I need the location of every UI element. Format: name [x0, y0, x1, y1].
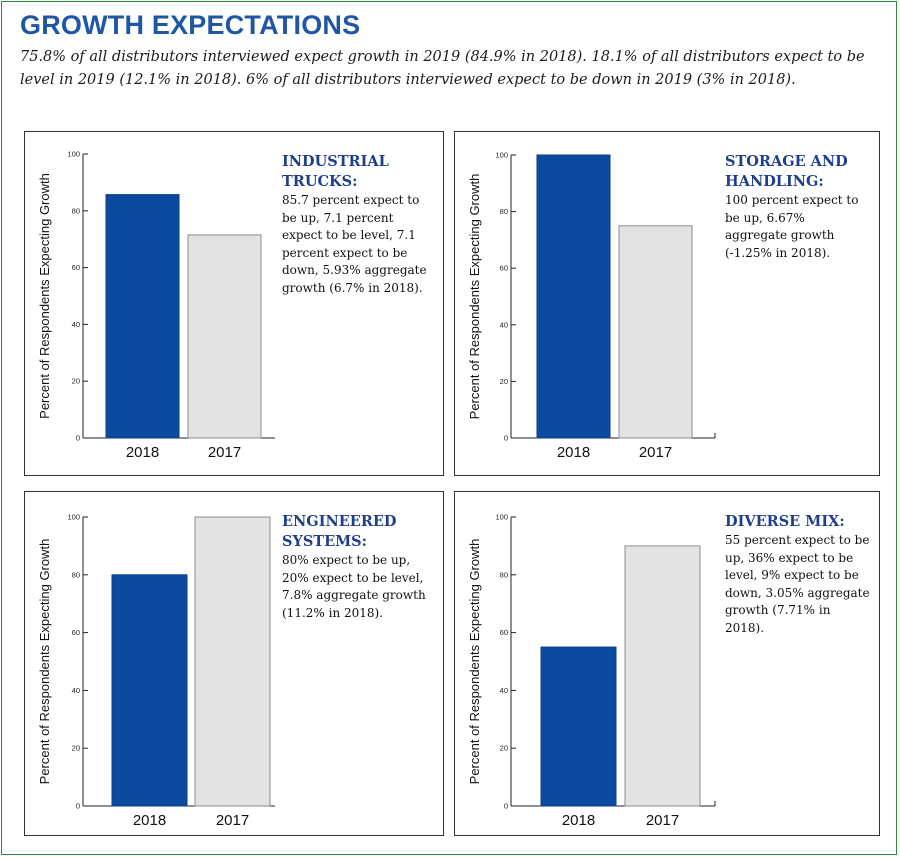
y-tick-label: 0: [504, 802, 508, 811]
panel-heading: ENGINEERED SYSTEMS:: [282, 513, 397, 550]
page-title: GROWTH EXPECTATIONS: [20, 10, 361, 40]
y-tick-label: 100: [495, 513, 508, 522]
x-category-label: 2018: [133, 812, 166, 829]
y-tick-label: 0: [76, 802, 80, 811]
chart-panel-diverse-mix: 0 20 40 60 80 100 Percent of Respondents Expec…: [454, 491, 880, 836]
y-tick-label: 20: [500, 744, 508, 753]
y-tick-label: 40: [72, 320, 80, 329]
y-tick-label: 40: [72, 686, 80, 695]
panel-heading: DIVERSE MIX:: [725, 513, 845, 530]
y-tick-label: 80: [72, 206, 80, 215]
x-category-label: 2017: [208, 444, 241, 461]
y-axis-label: Percent of Respondents Expecting Growth: [467, 174, 482, 420]
y-axis-label: Percent of Respondents Expecting Growth: [37, 173, 52, 419]
y-tick-label: 0: [76, 434, 80, 443]
panel-body: 55 percent expect to be up, 36% expect t…: [725, 533, 870, 635]
y-tick-label: 40: [500, 320, 508, 329]
bar-chart: 0 20 40 60 80 100 Percent of Respondents Expec…: [37, 513, 275, 829]
y-tick-label: 100: [495, 151, 508, 160]
bar-2017: [194, 516, 271, 807]
y-tick-label: 60: [500, 264, 508, 273]
panel-heading: INDUSTRIAL TRUCKS:: [282, 153, 389, 190]
y-tick-label: 80: [500, 570, 508, 579]
panel-body: 80% expect to be up, 20% expect to be le…: [282, 553, 426, 620]
y-tick-label: 20: [72, 744, 80, 753]
panel-description: INDUSTRIAL TRUCKS: 85.7 percent expect t…: [282, 152, 432, 297]
bar-2018: [111, 574, 188, 807]
y-axis-label: Percent of Respondents Expecting Growth: [37, 539, 52, 785]
panel-body: 100 percent expect to be up, 6.67% aggre…: [725, 193, 859, 260]
x-category-label: 2018: [562, 812, 595, 829]
bar-2018: [536, 154, 611, 439]
panel-description: STORAGE AND HANDLING: 100 percent expect…: [725, 152, 865, 262]
y-tick-label: 40: [500, 686, 508, 695]
panel-heading: STORAGE AND HANDLING:: [725, 153, 848, 190]
y-tick-label: 60: [72, 263, 80, 272]
intro-paragraph: 75.8% of all distributors interviewed ex…: [20, 49, 865, 88]
x-category-label: 2017: [646, 812, 679, 829]
bar-2018: [540, 646, 617, 807]
x-category-label: 2017: [216, 812, 249, 829]
chart-panel-industrial-trucks: 0 20 40 60 80 100 Percent of Respondents Expec…: [24, 131, 444, 476]
y-tick-label: 100: [67, 513, 80, 522]
panel-body: 85.7 percent expect to be up, 7.1 percen…: [282, 193, 427, 295]
chart-panel-engineered-systems: 0 20 40 60 80 100 Percent of Respondents Expec…: [24, 491, 444, 836]
bar-2018: [105, 194, 180, 439]
panel-description: ENGINEERED SYSTEMS: 80% expect to be up,…: [282, 512, 432, 622]
bar-chart: 0 20 40 60 80 100 Percent of Respondents Expec…: [37, 150, 275, 461]
bar-chart: 0 20 40 60 80 100 Percent of Respondents Expec…: [467, 513, 716, 829]
y-tick-label: 20: [500, 377, 508, 386]
x-category-label: 2017: [639, 444, 672, 461]
y-tick-label: 60: [72, 628, 80, 637]
bar-2017: [618, 225, 693, 439]
y-tick-label: 60: [500, 628, 508, 637]
x-category-label: 2018: [557, 444, 590, 461]
chart-panel-storage-handling: 0 20 40 60 80 100 Percent of Respondents Expec…: [454, 131, 880, 476]
x-category-label: 2018: [126, 444, 159, 461]
y-tick-label: 80: [500, 207, 508, 216]
y-axis-label: Percent of Respondents Expecting Growth: [467, 539, 482, 785]
bar-2017: [187, 234, 262, 439]
y-tick-label: 0: [504, 434, 508, 443]
bar-2017: [624, 545, 701, 807]
panel-description: DIVERSE MIX: 55 percent expect to be up,…: [725, 512, 870, 637]
y-tick-label: 100: [67, 150, 80, 159]
bar-chart: 0 20 40 60 80 100 Percent of Respondents Expec…: [467, 151, 716, 461]
y-tick-label: 80: [72, 570, 80, 579]
y-tick-label: 20: [72, 377, 80, 386]
